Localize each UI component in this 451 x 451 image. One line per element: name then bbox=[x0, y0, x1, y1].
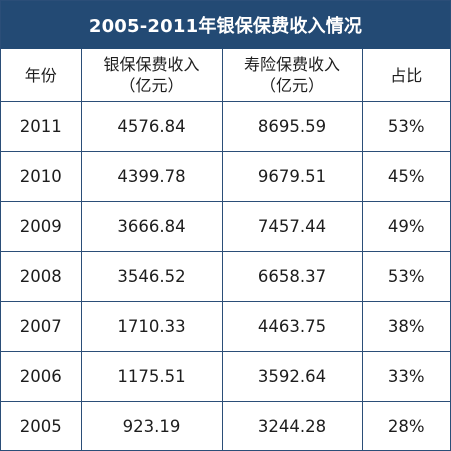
cell-bank-premium: 3546.52 bbox=[80, 251, 223, 302]
cell-bank-premium: 1175.51 bbox=[80, 351, 223, 402]
cell-year: 2008 bbox=[1, 251, 82, 302]
cell-ratio: 38% bbox=[361, 301, 450, 352]
cell-bank-premium: 4576.84 bbox=[80, 101, 223, 152]
header-ratio: 占比 bbox=[361, 49, 450, 102]
cell-life-premium: 4463.75 bbox=[221, 301, 363, 352]
header-bank-premium-label: 银保保费收入 bbox=[103, 55, 200, 74]
header-life-premium-unit: （亿元） bbox=[259, 76, 324, 95]
cell-bank-premium: 1710.33 bbox=[80, 301, 223, 352]
table-row: 2011 4576.84 8695.59 53% bbox=[1, 101, 450, 152]
cell-ratio: 45% bbox=[361, 151, 450, 202]
cell-year: 2006 bbox=[1, 351, 82, 402]
table-row: 2007 1710.33 4463.75 38% bbox=[1, 301, 450, 352]
cell-ratio: 33% bbox=[361, 351, 450, 402]
cell-year: 2005 bbox=[1, 401, 82, 451]
cell-bank-premium: 3666.84 bbox=[80, 201, 223, 252]
cell-life-premium: 7457.44 bbox=[221, 201, 363, 252]
table-row: 2008 3546.52 6658.37 53% bbox=[1, 251, 450, 302]
header-year: 年份 bbox=[1, 49, 82, 102]
header-life-premium: 寿险保费收入 （亿元） bbox=[221, 49, 363, 102]
cell-year: 2007 bbox=[1, 301, 82, 352]
table-row: 2009 3666.84 7457.44 49% bbox=[1, 201, 450, 252]
cell-bank-premium: 923.19 bbox=[80, 401, 223, 451]
cell-life-premium: 8695.59 bbox=[221, 101, 363, 152]
table-row: 2010 4399.78 9679.51 45% bbox=[1, 151, 450, 202]
cell-year: 2011 bbox=[1, 101, 82, 152]
header-bank-premium-unit: （亿元） bbox=[119, 76, 184, 95]
cell-ratio: 53% bbox=[361, 101, 450, 152]
cell-year: 2009 bbox=[1, 201, 82, 252]
cell-ratio: 49% bbox=[361, 201, 450, 252]
header-bank-premium: 银保保费收入 （亿元） bbox=[80, 49, 223, 102]
header-row: 年份 银保保费收入 （亿元） 寿险保费收入 （亿元） 占比 bbox=[1, 49, 450, 102]
table-row: 2006 1175.51 3592.64 33% bbox=[1, 351, 450, 402]
cell-life-premium: 3244.28 bbox=[221, 401, 363, 451]
cell-life-premium: 3592.64 bbox=[221, 351, 363, 402]
cell-bank-premium: 4399.78 bbox=[80, 151, 223, 202]
cell-ratio: 28% bbox=[361, 401, 450, 451]
premium-table: 年份 银保保费收入 （亿元） 寿险保费收入 （亿元） 占比 2011 4576.… bbox=[1, 49, 450, 451]
table-title: 2005-2011年银保保费收入情况 bbox=[1, 1, 450, 49]
table-row: 2005 923.19 3244.28 28% bbox=[1, 401, 450, 451]
cell-life-premium: 9679.51 bbox=[221, 151, 363, 202]
cell-ratio: 53% bbox=[361, 251, 450, 302]
header-life-premium-label: 寿险保费收入 bbox=[243, 55, 340, 74]
cell-year: 2010 bbox=[1, 151, 82, 202]
cell-life-premium: 6658.37 bbox=[221, 251, 363, 302]
